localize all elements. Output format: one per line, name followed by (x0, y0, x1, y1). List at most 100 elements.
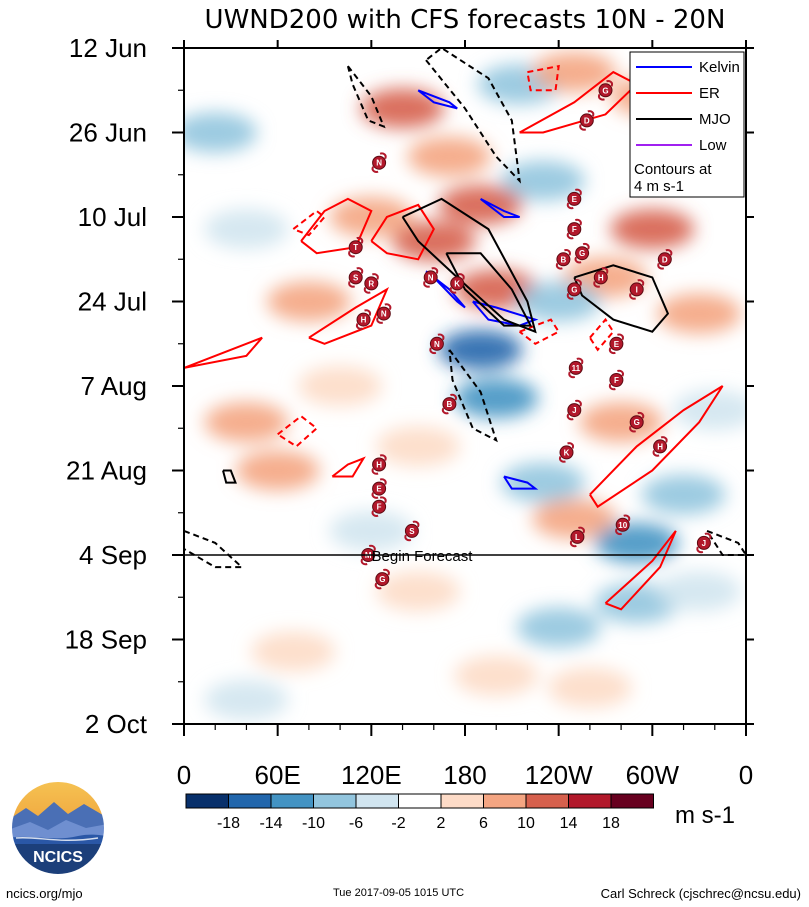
colorbar-cell (483, 793, 527, 809)
x-tick-label: 60E (255, 760, 301, 790)
storm-marker: G (629, 411, 645, 433)
storm-marker: E (608, 333, 624, 355)
y-tick-label: 12 Jun (69, 33, 147, 63)
anomaly-patch (204, 402, 289, 443)
y-tick-label: 21 Aug (66, 456, 147, 486)
anomaly-patch (235, 450, 320, 491)
storm-marker: N (371, 152, 387, 173)
anomaly-patch (360, 88, 445, 129)
storm-label: H (598, 273, 604, 282)
storm-marker: R (363, 273, 379, 294)
colorbar-label: -2 (391, 815, 405, 832)
colorbar-cell (228, 793, 272, 809)
storm-label: D (662, 255, 668, 264)
storm-marker: G (598, 80, 613, 101)
colorbar-label: -18 (217, 815, 240, 832)
mjo-contour (573, 264, 670, 333)
y-tick-label: 26 Jun (69, 118, 147, 148)
storm-marker: J (566, 399, 582, 421)
storm-label: K (564, 448, 570, 457)
storm-label: G (379, 575, 385, 584)
y-tick-label: 2 Oct (85, 709, 148, 739)
storm-marker: K (559, 442, 574, 463)
anomaly-patch (532, 52, 617, 93)
anomaly-patch (641, 474, 726, 515)
mjo-contour (346, 65, 386, 129)
storm-label: J (572, 406, 576, 415)
chart-title: UWND200 with CFS forecasts 10N - 20N (205, 5, 726, 35)
storm-label: R (368, 279, 374, 288)
anomaly-patch (251, 631, 336, 672)
x-tick-label: 180 (443, 760, 486, 790)
colorbar-label: 6 (479, 815, 488, 832)
storm-marker: F (608, 369, 624, 391)
kelvin-contour (479, 198, 520, 218)
storm-label: H (376, 461, 382, 470)
anomaly-patch (501, 160, 586, 201)
storm-label: B (561, 255, 567, 264)
anomaly-patch (438, 329, 523, 370)
anomaly-patch (376, 426, 461, 467)
storm-label: F (572, 225, 577, 234)
er-contour (300, 197, 373, 255)
x-tick-label: 60W (626, 760, 680, 790)
storm-label: E (572, 195, 578, 204)
storm-marker: S (348, 267, 364, 288)
colorbar-label: -6 (349, 815, 363, 832)
y-tick-label: 7 Aug (80, 371, 147, 401)
storm-label: H (657, 442, 663, 451)
anomaly-patch (610, 209, 695, 250)
storm-marker: B (441, 393, 457, 415)
anomaly-patch (204, 679, 289, 720)
storm-label: N (428, 273, 434, 282)
colorbar-cell (313, 793, 357, 809)
storm-marker: N (429, 333, 445, 355)
colorbar-cell (185, 793, 229, 809)
y-tick-label: 24 Jul (78, 287, 147, 317)
legend-box: Kelvin ER MJO Low Contours at 4 m s-1 (629, 51, 745, 198)
storm-label: N (381, 310, 387, 319)
storm-marker: G (574, 242, 590, 264)
legend-note-line1: Contours at (634, 161, 712, 178)
mjo-contour (184, 529, 245, 569)
storm-label: 11 (572, 364, 581, 373)
storm-marker: E (371, 478, 387, 499)
colorbar-label: 18 (602, 815, 620, 832)
storm-marker: E (566, 188, 582, 210)
colorbar-cell (568, 793, 612, 809)
anomaly-patch (376, 571, 461, 612)
forecast-label: Begin Forecast (372, 548, 474, 565)
storm-marker: N (423, 267, 439, 288)
storm-label: D (584, 116, 590, 125)
storm-markers: NTSRNHNKNBGDEFBGHGIDE11FJGKHHEFSL10JMG (348, 80, 712, 590)
legend-label-er: ER (699, 85, 720, 102)
colorbar-cell (270, 793, 314, 809)
logo-text: NCICS (33, 849, 83, 866)
footer-timestamp: Tue 2017-09-05 1015 UTC (333, 887, 465, 899)
colorbar-cell (610, 793, 654, 809)
x-tick-label: 0 (177, 760, 191, 790)
colorbar-cell (355, 793, 399, 809)
footer-url[interactable]: ncics.org/mjo (6, 886, 83, 901)
anomaly-patch (204, 209, 289, 250)
anomaly-patch (407, 136, 492, 177)
storm-label: E (614, 340, 620, 349)
y-tick-label: 10 Jul (78, 202, 147, 232)
er-contour (526, 64, 560, 92)
anomaly-patch (184, 112, 258, 153)
anomaly-patch (547, 667, 632, 708)
storm-marker: T (348, 236, 364, 258)
anomaly-patch (329, 510, 414, 551)
storm-label: I (636, 285, 638, 294)
storm-label: K (454, 279, 460, 288)
anomaly-patch (516, 607, 601, 648)
storm-marker: J (696, 532, 712, 554)
storm-marker: 11 (568, 357, 584, 379)
er-contour (308, 287, 390, 345)
storm-marker: K (449, 273, 465, 294)
legend-label-kelvin: Kelvin (699, 59, 740, 76)
storm-label: T (353, 243, 358, 252)
colorbar-cell (525, 793, 569, 809)
colorbar-label: 14 (560, 815, 578, 832)
